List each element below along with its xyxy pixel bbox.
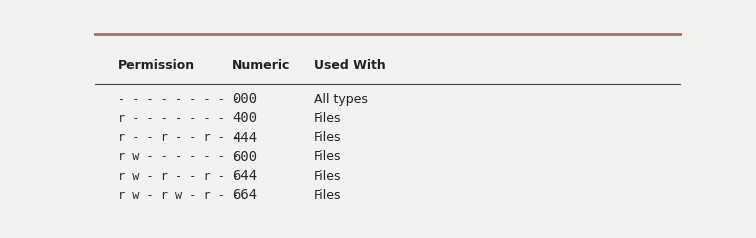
Text: r - - - - - - - -: r - - - - - - - - [118, 112, 239, 125]
Text: r - - r - - r - -: r - - r - - r - - [118, 131, 239, 144]
Text: Files: Files [314, 150, 342, 163]
Text: 400: 400 [232, 111, 257, 125]
Text: Files: Files [314, 112, 342, 125]
Text: 444: 444 [232, 131, 257, 145]
Text: Used With: Used With [314, 59, 386, 72]
Text: 664: 664 [232, 188, 257, 202]
Text: r w - - - - - - -: r w - - - - - - - [118, 150, 239, 163]
Text: All types: All types [314, 93, 368, 106]
Text: Files: Files [314, 170, 342, 183]
Text: 644: 644 [232, 169, 257, 183]
Text: Permission: Permission [118, 59, 195, 72]
Text: Files: Files [314, 131, 342, 144]
Text: r w - r - - r - -: r w - r - - r - - [118, 170, 239, 183]
Text: 600: 600 [232, 150, 257, 164]
Text: Numeric: Numeric [232, 59, 290, 72]
Text: r w - r w - r - -: r w - r w - r - - [118, 189, 239, 202]
Text: 000: 000 [232, 92, 257, 106]
Text: - - - - - - - - -: - - - - - - - - - [118, 93, 239, 106]
Text: Files: Files [314, 189, 342, 202]
